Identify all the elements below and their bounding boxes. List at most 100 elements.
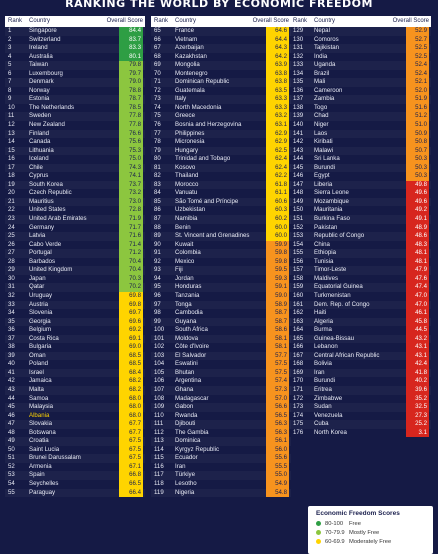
score-cell: 51.0 <box>406 121 429 130</box>
country-cell: Iran <box>175 462 186 470</box>
score-cell: 60.0 <box>266 232 289 241</box>
table-row: 55 Paraguay 66.4 <box>5 488 145 498</box>
table-row: 84 Vanuatu 61.1 <box>151 189 291 198</box>
table-row: 150 Mauritania 49.2 <box>290 206 431 216</box>
table-row: 41 Israel 68.4 <box>5 368 145 378</box>
score-cell: 74.1 <box>119 172 143 181</box>
rank-cell: 42 <box>8 377 15 385</box>
score-cell: 67.5 <box>119 437 143 446</box>
table-row: 172 Zimbabwe 35.2 <box>290 394 431 404</box>
score-cell: 68.0 <box>119 411 143 421</box>
table-row: 169 Iran 41.8 <box>290 368 431 378</box>
rank-cell: 19 <box>8 180 15 188</box>
rank-cell: 95 <box>154 283 161 291</box>
table-row: 163 Algeria 45.8 <box>290 317 431 327</box>
rank-cell: 164 <box>293 326 304 334</box>
rank-cell: 112 <box>154 428 164 436</box>
table-row: 173 Sudan 32.5 <box>290 403 431 412</box>
country-cell: United States <box>29 206 66 214</box>
table-row: 77 Philippines 62.9 <box>151 129 291 139</box>
score-cell: 47.6 <box>406 274 429 284</box>
score-cell: 61.1 <box>266 189 289 198</box>
table-row: 105 Bhutan 57.5 <box>151 368 291 378</box>
country-cell: Croatia <box>29 437 49 445</box>
score-cell: 61.8 <box>266 180 289 190</box>
score-cell: 55.0 <box>266 471 289 480</box>
score-cell: 78.8 <box>119 86 143 96</box>
score-cell: 43.1 <box>406 343 429 352</box>
table-row: 114 Kyrgyz Republic 56.0 <box>151 445 291 455</box>
rank-cell: 88 <box>154 223 161 231</box>
score-cell: 49.6 <box>406 197 429 207</box>
table-row: 28 Barbados 70.4 <box>5 257 145 267</box>
country-cell: Botswana <box>29 428 56 436</box>
rank-cell: 2 <box>8 35 12 43</box>
score-cell: 60.3 <box>266 206 289 216</box>
rank-cell: 101 <box>154 334 165 342</box>
score-cell: 41.8 <box>406 368 429 378</box>
rank-cell: 159 <box>293 283 304 291</box>
table-row: 115 Ecuador 55.6 <box>151 454 291 463</box>
table-row: 20 Czech Republic 73.2 <box>5 189 145 198</box>
table-row: 6 Luxembourg 79.7 <box>5 69 145 79</box>
ranking-column-3: Rank Country Overall Score 129 Nepal 52.9 1… <box>290 16 431 438</box>
score-cell: 50.3 <box>406 172 429 181</box>
score-cell: 57.7 <box>266 351 289 361</box>
header-score: Overall Score <box>252 18 289 24</box>
table-row: 103 El Salvador 57.7 <box>151 351 291 361</box>
country-cell: Namibia <box>175 215 198 223</box>
score-cell: 67.5 <box>119 445 143 455</box>
rank-cell: 106 <box>154 377 165 385</box>
country-cell: The Netherlands <box>29 103 75 111</box>
score-cell: 43.1 <box>406 351 429 361</box>
rank-cell: 114 <box>154 445 164 453</box>
score-cell: 80.1 <box>119 52 143 62</box>
score-cell: 78.7 <box>119 95 143 104</box>
country-cell: Malaysia <box>29 403 54 411</box>
score-cell: 69.6 <box>119 317 143 327</box>
table-row: 108 Madagascar 57.0 <box>151 394 291 404</box>
table-row: 158 Maldives 47.6 <box>290 274 431 284</box>
score-cell: 49.6 <box>406 189 429 198</box>
country-cell: Ghana <box>175 385 194 393</box>
table-row: 78 Micronesia 62.9 <box>151 138 291 147</box>
score-cell: 68.2 <box>119 377 143 386</box>
table-row: 117 Türkiye 55.0 <box>151 471 291 480</box>
rank-cell: 27 <box>8 249 15 257</box>
country-cell: Micronesia <box>175 138 205 146</box>
country-cell: Canada <box>29 138 51 146</box>
rank-cell: 76 <box>154 121 161 129</box>
rank-cell: 6 <box>8 69 12 77</box>
country-cell: Samoa <box>29 394 49 402</box>
table-row: 11 Sweden 77.8 <box>5 112 145 122</box>
rank-cell: 28 <box>8 257 15 265</box>
score-cell: 68.4 <box>119 368 143 378</box>
table-row: 111 Djibouti 56.3 <box>151 420 291 429</box>
country-cell: Seychelles <box>29 479 59 487</box>
ranking-column-2: Rank Country Overall Score 65 France 64.6 6… <box>151 16 291 498</box>
country-cell: Niger <box>314 121 329 129</box>
score-cell: 68.5 <box>119 351 143 361</box>
table-row: 3 Ireland 83.3 <box>5 44 145 53</box>
rank-cell: 98 <box>154 309 161 317</box>
table-row: 140 Niger 51.0 <box>290 121 431 130</box>
score-cell: 52.4 <box>406 69 429 79</box>
country-cell: Tonga <box>175 300 192 308</box>
score-cell: 56.3 <box>266 420 289 429</box>
rank-cell: 10 <box>8 103 15 111</box>
rank-cell: 138 <box>293 103 304 111</box>
country-cell: Ireland <box>29 44 48 52</box>
score-cell: 77.8 <box>119 112 143 122</box>
country-cell: Mauritius <box>29 197 54 205</box>
rank-cell: 173 <box>293 403 304 411</box>
country-cell: Cambodia <box>175 309 203 317</box>
rank-cell: 3 <box>8 44 12 52</box>
rank-cell: 116 <box>154 462 164 470</box>
country-cell: Hungary <box>175 146 199 154</box>
score-cell: 47.0 <box>406 291 429 301</box>
table-row: 1 Singapore 84.4 <box>5 27 145 36</box>
score-cell: 42.4 <box>406 360 429 369</box>
score-cell: 51.2 <box>406 112 429 122</box>
score-cell: 71.4 <box>119 240 143 250</box>
column-header: Rank Country Overall Score <box>290 16 431 27</box>
